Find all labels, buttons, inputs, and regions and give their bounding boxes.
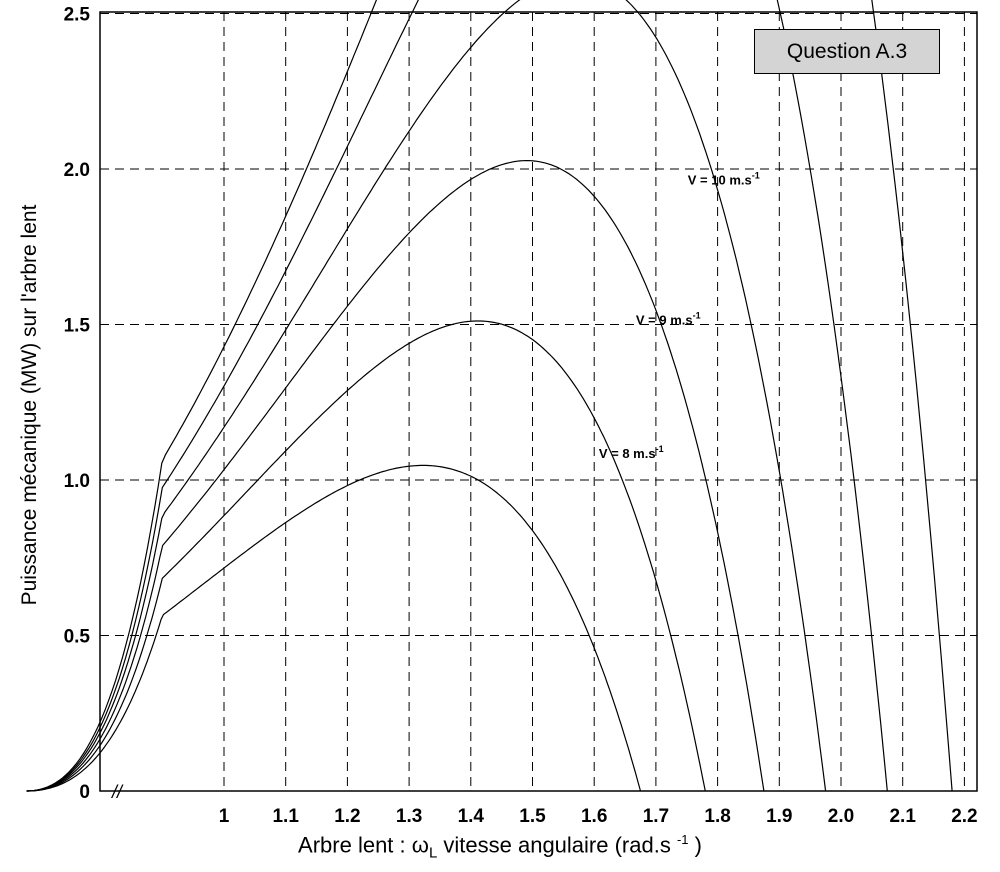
x-tick-label: 2.2 xyxy=(951,806,977,827)
series-label: V = 8 m.s-1 xyxy=(599,444,664,461)
omega-symbol: ω xyxy=(411,832,429,858)
x-tick-label: 1.9 xyxy=(766,806,792,827)
series-labels: V = 8 m.s-1 V = 9 m.s-1 V = 10 m.s-1 V = 11… xyxy=(599,0,778,461)
svg-text://: // xyxy=(110,782,124,802)
y-tick-label: 2.5 xyxy=(64,5,91,26)
axis-break-marker: // xyxy=(110,782,124,802)
x-tick-label: 2.0 xyxy=(828,806,854,827)
x-tick-label: 1.7 xyxy=(643,806,669,827)
x-tick-label: 1.6 xyxy=(581,806,607,827)
y-tick-label: 1.0 xyxy=(64,471,90,492)
series-line-2 xyxy=(26,320,706,792)
series-line-3 xyxy=(26,160,765,792)
omega-subscript: L xyxy=(428,844,438,862)
y-tick-label: 2.0 xyxy=(64,160,90,181)
series-label: V = 10 m.s-1 xyxy=(688,171,760,188)
question-label-box: Question A.3 xyxy=(754,29,940,74)
y-tick-label: 1.5 xyxy=(64,316,91,337)
x-axis-title-exponent: -1 xyxy=(676,832,689,847)
y-tick-label: 0.5 xyxy=(64,627,91,648)
x-tick-label: 1.8 xyxy=(704,806,730,827)
tick-labels: 1 1.1 1.2 1.3 1.4 1.5 1.6 1.7 1.8 1.9 2.0 2.1 2.2 0 0.… xyxy=(64,5,978,828)
series-line-5 xyxy=(26,0,888,792)
y-axis-title: Puissance mécanique (MW) sur l'arbre len… xyxy=(18,204,41,605)
x-tick-label: 1.5 xyxy=(519,806,546,827)
series-label: V = 11 m.s-1 xyxy=(707,0,778,1)
series-line-6 xyxy=(26,0,953,792)
x-tick-label: 1.2 xyxy=(334,806,360,827)
series-line-4 xyxy=(26,0,827,792)
x-tick-label: 1.1 xyxy=(272,806,299,827)
x-axis-title-suffix: ) xyxy=(688,832,702,858)
x-axis-title: Arbre lent : ωL vitesse angulaire (rad.s… xyxy=(0,832,1000,862)
plot-frame xyxy=(99,11,978,792)
x-tick-label: 1.3 xyxy=(396,806,422,827)
x-axis-title-prefix: Arbre lent : xyxy=(298,832,412,858)
x-axis-title-text: vitesse angulaire (rad.s xyxy=(437,832,677,858)
x-tick-label: 1 xyxy=(219,806,230,827)
y-tick-label: 0 xyxy=(79,782,90,803)
x-tick-label: 1.4 xyxy=(458,806,485,827)
series-label: V = 9 m.s-1 xyxy=(636,311,701,328)
grid xyxy=(100,12,977,791)
x-tick-label: 2.1 xyxy=(889,806,916,827)
series-line-1 xyxy=(26,464,642,792)
series-group xyxy=(26,0,953,792)
